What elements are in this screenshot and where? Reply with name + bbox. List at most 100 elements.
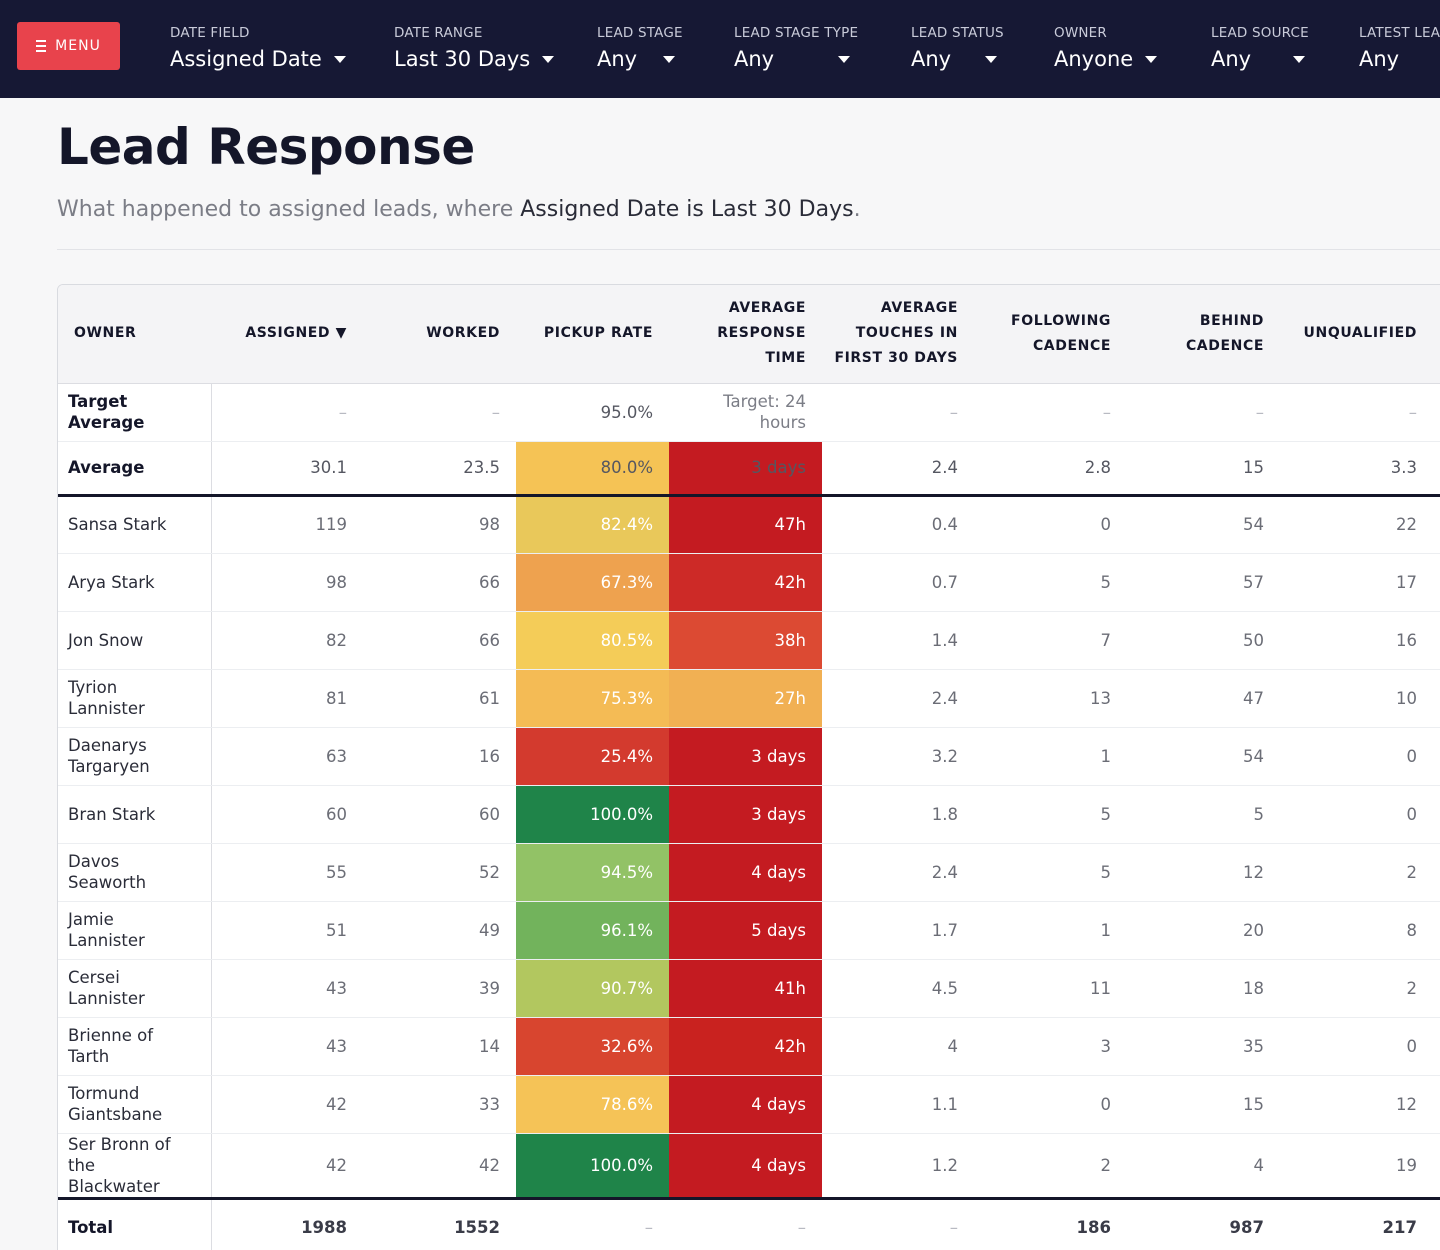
filter-value: Any bbox=[1211, 47, 1252, 71]
filter-lead-stage[interactable]: LEAD STAGE Any bbox=[597, 24, 683, 73]
cell-pickup-rate: 75.3% bbox=[516, 669, 669, 728]
table-row[interactable]: Davos Seaworth 55 52 94.5% 4 days 2.4 5 12 2 bbox=[58, 843, 1440, 902]
caret-down-icon bbox=[1145, 55, 1158, 63]
cell-following-cadence: 0 bbox=[974, 495, 1127, 554]
cell-unqualified: 0 bbox=[1280, 727, 1433, 786]
cell-following-cadence: 1 bbox=[974, 901, 1127, 960]
filter-lead-status[interactable]: LEAD STATUS Any bbox=[911, 24, 1004, 73]
cell-response-time: 42h bbox=[669, 553, 822, 612]
cell-behind-cadence: 5 bbox=[1127, 785, 1280, 844]
filter-value: Any bbox=[1359, 47, 1400, 71]
table-row[interactable]: Bran Stark 60 60 100.0% 3 days 1.8 5 5 0 bbox=[58, 785, 1440, 844]
caret-down-icon bbox=[1293, 55, 1306, 63]
column-header-worked[interactable]: WORKED bbox=[363, 285, 516, 384]
cell-response-time: 4 days bbox=[669, 1133, 822, 1200]
filter-label: DATE RANGE bbox=[394, 25, 483, 41]
cell-touches: 0.4 bbox=[822, 495, 974, 554]
table-row[interactable]: Tormund Giantsbane 42 33 78.6% 4 days 1.1 0 15 12 bbox=[58, 1075, 1440, 1134]
column-header-overflow bbox=[1433, 285, 1440, 384]
table-row[interactable]: Sansa Stark 119 98 82.4% 47h 0.4 0 54 22 bbox=[58, 495, 1440, 554]
page-title: Lead Response bbox=[57, 118, 475, 176]
cell-behind-cadence: 4 bbox=[1127, 1133, 1280, 1200]
cell-assigned: 42 bbox=[211, 1133, 363, 1200]
cell-unqualified: 19 bbox=[1280, 1133, 1433, 1200]
cell-response-time: 41h bbox=[669, 959, 822, 1018]
cell-touches: 4 bbox=[822, 1017, 974, 1076]
cell-behind-cadence: 47 bbox=[1127, 669, 1280, 728]
column-header-assigned[interactable]: ASSIGNED ▼ bbox=[211, 285, 363, 384]
column-header-owner[interactable]: OWNER bbox=[58, 285, 211, 384]
cell-worked: 52 bbox=[363, 843, 516, 902]
column-header-average-touches[interactable]: AVERAGE TOUCHES IN FIRST 30 DAYS bbox=[822, 285, 974, 384]
cell-assigned: – bbox=[211, 383, 363, 442]
column-header-pickup-rate[interactable]: PICKUP RATE bbox=[516, 285, 669, 384]
cell-unqualified: 8 bbox=[1280, 901, 1433, 960]
caret-down-icon bbox=[985, 55, 998, 63]
cell-assigned: 51 bbox=[211, 901, 363, 960]
cell-behind-cadence: 35 bbox=[1127, 1017, 1280, 1076]
filter-date-range[interactable]: DATE RANGE Last 30 Days bbox=[394, 24, 555, 73]
cell-pickup-rate: 25.4% bbox=[516, 727, 669, 786]
cell-unqualified: 0 bbox=[1280, 785, 1433, 844]
filter-latest-lead[interactable]: LATEST LEA Any bbox=[1359, 24, 1440, 73]
owner-name: Sansa Stark bbox=[58, 495, 212, 554]
cell-unqualified: 0 bbox=[1280, 1017, 1433, 1076]
filter-date-field[interactable]: DATE FIELD Assigned Date bbox=[170, 24, 346, 73]
hamburger-icon bbox=[36, 40, 47, 52]
table-row[interactable]: Ser Bronn of the Blackwater 42 42 100.0% 4 da… bbox=[58, 1133, 1440, 1200]
column-header-unqualified[interactable]: UNQUALIFIED bbox=[1280, 285, 1433, 384]
cell-response-time: 27h bbox=[669, 669, 822, 728]
cell-touches: 1.7 bbox=[822, 901, 974, 960]
table-row[interactable]: Tyrion Lannister 81 61 75.3% 27h 2.4 13 47 10 bbox=[58, 669, 1440, 728]
table-row[interactable]: Brienne of Tarth 43 14 32.6% 42h 4 3 35 0 bbox=[58, 1017, 1440, 1076]
cell-behind-cadence: 54 bbox=[1127, 727, 1280, 786]
table-row[interactable]: Cersei Lannister 43 39 90.7% 41h 4.5 11 18 2 bbox=[58, 959, 1440, 1018]
table-row[interactable]: Arya Stark 98 66 67.3% 42h 0.7 5 57 17 bbox=[58, 553, 1440, 612]
cell-following-cadence: 2.8 bbox=[974, 441, 1127, 497]
cell-unqualified: 17 bbox=[1280, 553, 1433, 612]
cell-response-time: Target: 24 hours bbox=[669, 383, 822, 442]
filter-label: OWNER bbox=[1054, 25, 1107, 41]
filter-label: LEAD STAGE bbox=[597, 25, 683, 41]
cell-pickup-rate: – bbox=[516, 1198, 669, 1250]
column-header-following-cadence[interactable]: FOLLOWING CADENCE bbox=[974, 285, 1127, 384]
cell-following-cadence: 5 bbox=[974, 843, 1127, 902]
filter-lead-stage-type[interactable]: LEAD STAGE TYPE Any bbox=[734, 24, 858, 73]
row-label: Target Average bbox=[58, 383, 212, 442]
menu-button[interactable]: MENU bbox=[17, 22, 120, 70]
table-row[interactable]: Jon Snow 82 66 80.5% 38h 1.4 7 50 16 bbox=[58, 611, 1440, 670]
filter-label: LEAD STATUS bbox=[911, 25, 1004, 41]
column-header-average-response-time[interactable]: AVERAGE RESPONSE TIME bbox=[669, 285, 822, 384]
cell-assigned: 63 bbox=[211, 727, 363, 786]
cell-following-cadence: 186 bbox=[974, 1198, 1127, 1250]
owner-name: Cersei Lannister bbox=[58, 959, 212, 1018]
cell-worked: 39 bbox=[363, 959, 516, 1018]
cell-pickup-rate: 94.5% bbox=[516, 843, 669, 902]
cell-behind-cadence: 18 bbox=[1127, 959, 1280, 1018]
filter-value: Last 30 Days bbox=[394, 47, 531, 71]
row-label: Average bbox=[58, 441, 212, 497]
cell-behind-cadence: 987 bbox=[1127, 1198, 1280, 1250]
cell-response-time: 4 days bbox=[669, 1075, 822, 1134]
column-header-behind-cadence[interactable]: BEHIND CADENCE bbox=[1127, 285, 1280, 384]
cell-response-time: 42h bbox=[669, 1017, 822, 1076]
cell-pickup-rate: 100.0% bbox=[516, 785, 669, 844]
cell-assigned: 55 bbox=[211, 843, 363, 902]
cell-touches: 1.1 bbox=[822, 1075, 974, 1134]
cell-worked: 23.5 bbox=[363, 441, 516, 497]
cell-behind-cadence: 12 bbox=[1127, 843, 1280, 902]
table-row[interactable]: Jamie Lannister 51 49 96.1% 5 days 1.7 1 20 8 bbox=[58, 901, 1440, 960]
filter-owner[interactable]: OWNER Anyone bbox=[1054, 24, 1158, 73]
total-row: Total 1988 1552 – – – 186 987 217 bbox=[58, 1198, 1440, 1250]
table-row[interactable]: Daenarys Targaryen 63 16 25.4% 3 days 3.2 1 54 0 bbox=[58, 727, 1440, 786]
filter-lead-source[interactable]: LEAD SOURCE Any bbox=[1211, 24, 1309, 73]
cell-assigned: 1988 bbox=[211, 1198, 363, 1250]
target-average-row: Target Average – – 95.0% Target: 24 hours… bbox=[58, 383, 1440, 442]
cell-unqualified: 10 bbox=[1280, 669, 1433, 728]
caret-down-icon bbox=[663, 55, 676, 63]
cell-behind-cadence: 15 bbox=[1127, 441, 1280, 497]
owner-name: Jamie Lannister bbox=[58, 901, 212, 960]
cell-pickup-rate: 80.0% bbox=[516, 441, 669, 497]
cell-worked: 66 bbox=[363, 611, 516, 670]
caret-down-icon bbox=[838, 55, 851, 63]
